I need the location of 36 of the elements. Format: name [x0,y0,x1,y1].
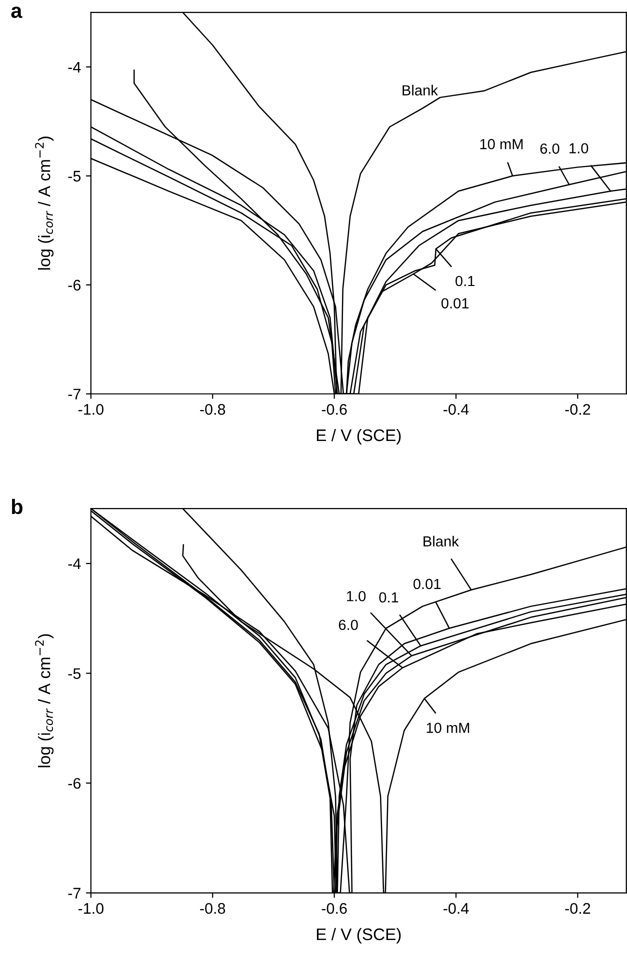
annotation: 0.1 [379,592,398,603]
y-axis-title: log (i$_{corr}$ / A cm$^{−2}$) [35,136,54,270]
annotation: 10 mM [426,722,470,734]
chart-title: b [12,498,22,514]
x-tick-label: -0.4 [444,404,469,415]
annotation: 0.1 [456,276,475,286]
x-axis-title: E / V (SCE) [316,428,401,444]
y-tick-label: -6 [68,778,81,789]
y-tick-label: -5 [68,170,81,182]
x-tick-label: -1.0 [78,903,104,914]
x-tick-label: -0.8 [200,404,226,415]
y-tick-label: -7 [68,888,80,898]
x-tick-label: -0.2 [565,903,590,914]
annotation: 0.01 [413,578,441,590]
annotation: 6.0 [540,143,560,154]
annotation: 1.0 [570,143,588,154]
x-tick-label: -0.4 [444,903,469,914]
annotation: Blank [402,84,438,96]
x-tick-label: -0.2 [565,404,590,415]
y-axis-title: log (i$_{corr}$ / A cm$^{−2}$) [35,634,54,768]
x-tick-label: -0.8 [200,903,226,914]
annotation: 0.01 [441,298,469,308]
annotation: 6.0 [338,620,358,630]
annotation: 10 mM [480,138,523,150]
x-tick-label: -0.6 [322,404,347,415]
x-axis-title: E / V (SCE) [316,928,401,944]
x-tick-label: -0.6 [322,903,347,914]
chart-title: a [11,6,22,18]
annotation: 1.0 [347,590,366,602]
y-tick-label: -7 [68,388,80,400]
annotation: Blank [424,536,459,547]
y-tick-label: -4 [68,558,81,570]
x-tick-label: -1.0 [78,404,104,415]
y-tick-label: -4 [68,62,81,72]
y-tick-label: -5 [68,668,81,679]
y-tick-label: -6 [68,280,81,291]
